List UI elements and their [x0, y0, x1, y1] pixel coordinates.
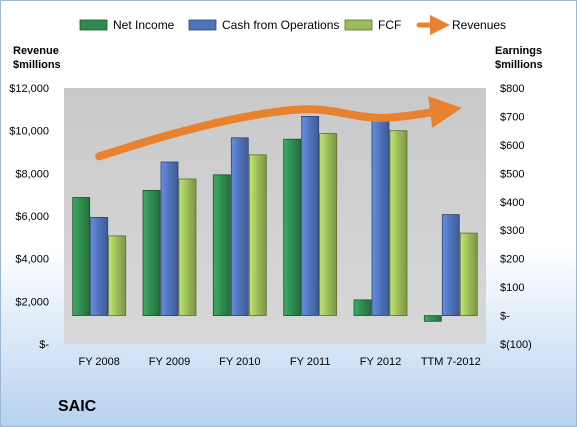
x-axis-tick-label: TTM 7-2012 [421, 356, 481, 368]
left-axis-tick-label: $8,000 [15, 168, 49, 180]
left-axis-title-line2: $millions [13, 59, 61, 71]
legend-label: FCF [378, 18, 401, 32]
right-axis-tick-label: $100 [500, 282, 524, 294]
left-axis-tick-label: $- [39, 339, 49, 351]
x-axis-tick-label: FY 2008 [79, 356, 120, 368]
bar-fcf [178, 178, 197, 316]
legend-label: Revenues [452, 18, 506, 32]
right-axis-tick-label: $800 [500, 83, 524, 95]
legend-label: Cash from Operations [222, 18, 339, 32]
right-axis-tick-label: $(100) [500, 339, 532, 351]
left-axis-tick-label: $12,000 [9, 83, 49, 95]
left-axis-ticks: $- $2,000 $4,000 $6,000 $8,000 $10,000 $12,000 [9, 83, 49, 351]
bar-net-income [72, 197, 91, 316]
legend-item-fcf: FCF [344, 18, 401, 32]
right-axis-tick-label: $700 [500, 111, 524, 123]
company-label: SAIC [58, 398, 97, 415]
line-layer [95, 96, 462, 161]
bar-net-income [283, 138, 302, 316]
legend-swatch [344, 19, 373, 31]
bar-net-income [423, 315, 442, 322]
bar-fcf [389, 130, 408, 316]
bar-fcf [459, 232, 478, 317]
right-axis-tick-label: $600 [500, 140, 524, 152]
legend-item-cash-from-operations: Cash from Operations [188, 18, 339, 32]
bar-fcf [248, 154, 267, 316]
bar-cash-from-operations [160, 161, 179, 317]
bar-cash-from-operations [441, 214, 460, 317]
left-axis-tick-label: $4,000 [15, 254, 49, 266]
right-axis-tick-label: $- [500, 311, 510, 323]
legend: Net Income Cash from Operations FCF Revenue… [79, 15, 506, 35]
legend-label: Net Income [113, 18, 175, 32]
left-axis-tick-label: $2,000 [15, 296, 49, 308]
bar-cash-from-operations [230, 137, 249, 317]
bar-fcf [319, 133, 338, 316]
x-axis-tick-label: FY 2010 [219, 356, 260, 368]
bar-net-income [142, 189, 161, 316]
legend-swatch [79, 19, 108, 31]
x-axis-ticks: FY 2008 FY 2009 FY 2010 FY 2011 FY 2012 TTM 7… [79, 356, 481, 368]
legend-swatch [188, 19, 217, 31]
bar-fcf [108, 235, 127, 316]
left-axis-tick-label: $10,000 [9, 126, 49, 138]
right-axis-tick-label: $400 [500, 197, 524, 209]
x-axis-tick-label: FY 2011 [290, 356, 331, 368]
plot-area [64, 88, 486, 344]
right-axis-title-line1: Earnings [495, 45, 542, 57]
bar-net-income [212, 174, 231, 317]
right-axis-tick-label: $200 [500, 254, 524, 266]
x-axis-tick-label: FY 2009 [149, 356, 190, 368]
bar-net-income [353, 299, 372, 316]
bar-cash-from-operations [371, 114, 390, 316]
right-axis-ticks: $(100) $- $100 $200 $300 $400 $500 $600 $700 $800 [500, 83, 532, 351]
left-axis-title-line1: Revenue [13, 45, 59, 57]
left-axis-tick-label: $6,000 [15, 211, 49, 223]
bar-cash-from-operations [301, 116, 320, 316]
bars-layer [72, 114, 478, 322]
line-revenues [95, 96, 462, 161]
right-axis-tick-label: $300 [500, 225, 524, 237]
right-axis-title-line2: $millions [495, 59, 543, 71]
x-axis-tick-label: FY 2012 [360, 356, 401, 368]
legend-item-net-income: Net Income [79, 18, 175, 32]
legend-item-revenues: Revenues [416, 15, 506, 35]
bar-cash-from-operations [90, 216, 109, 316]
right-axis-tick-label: $500 [500, 168, 524, 180]
